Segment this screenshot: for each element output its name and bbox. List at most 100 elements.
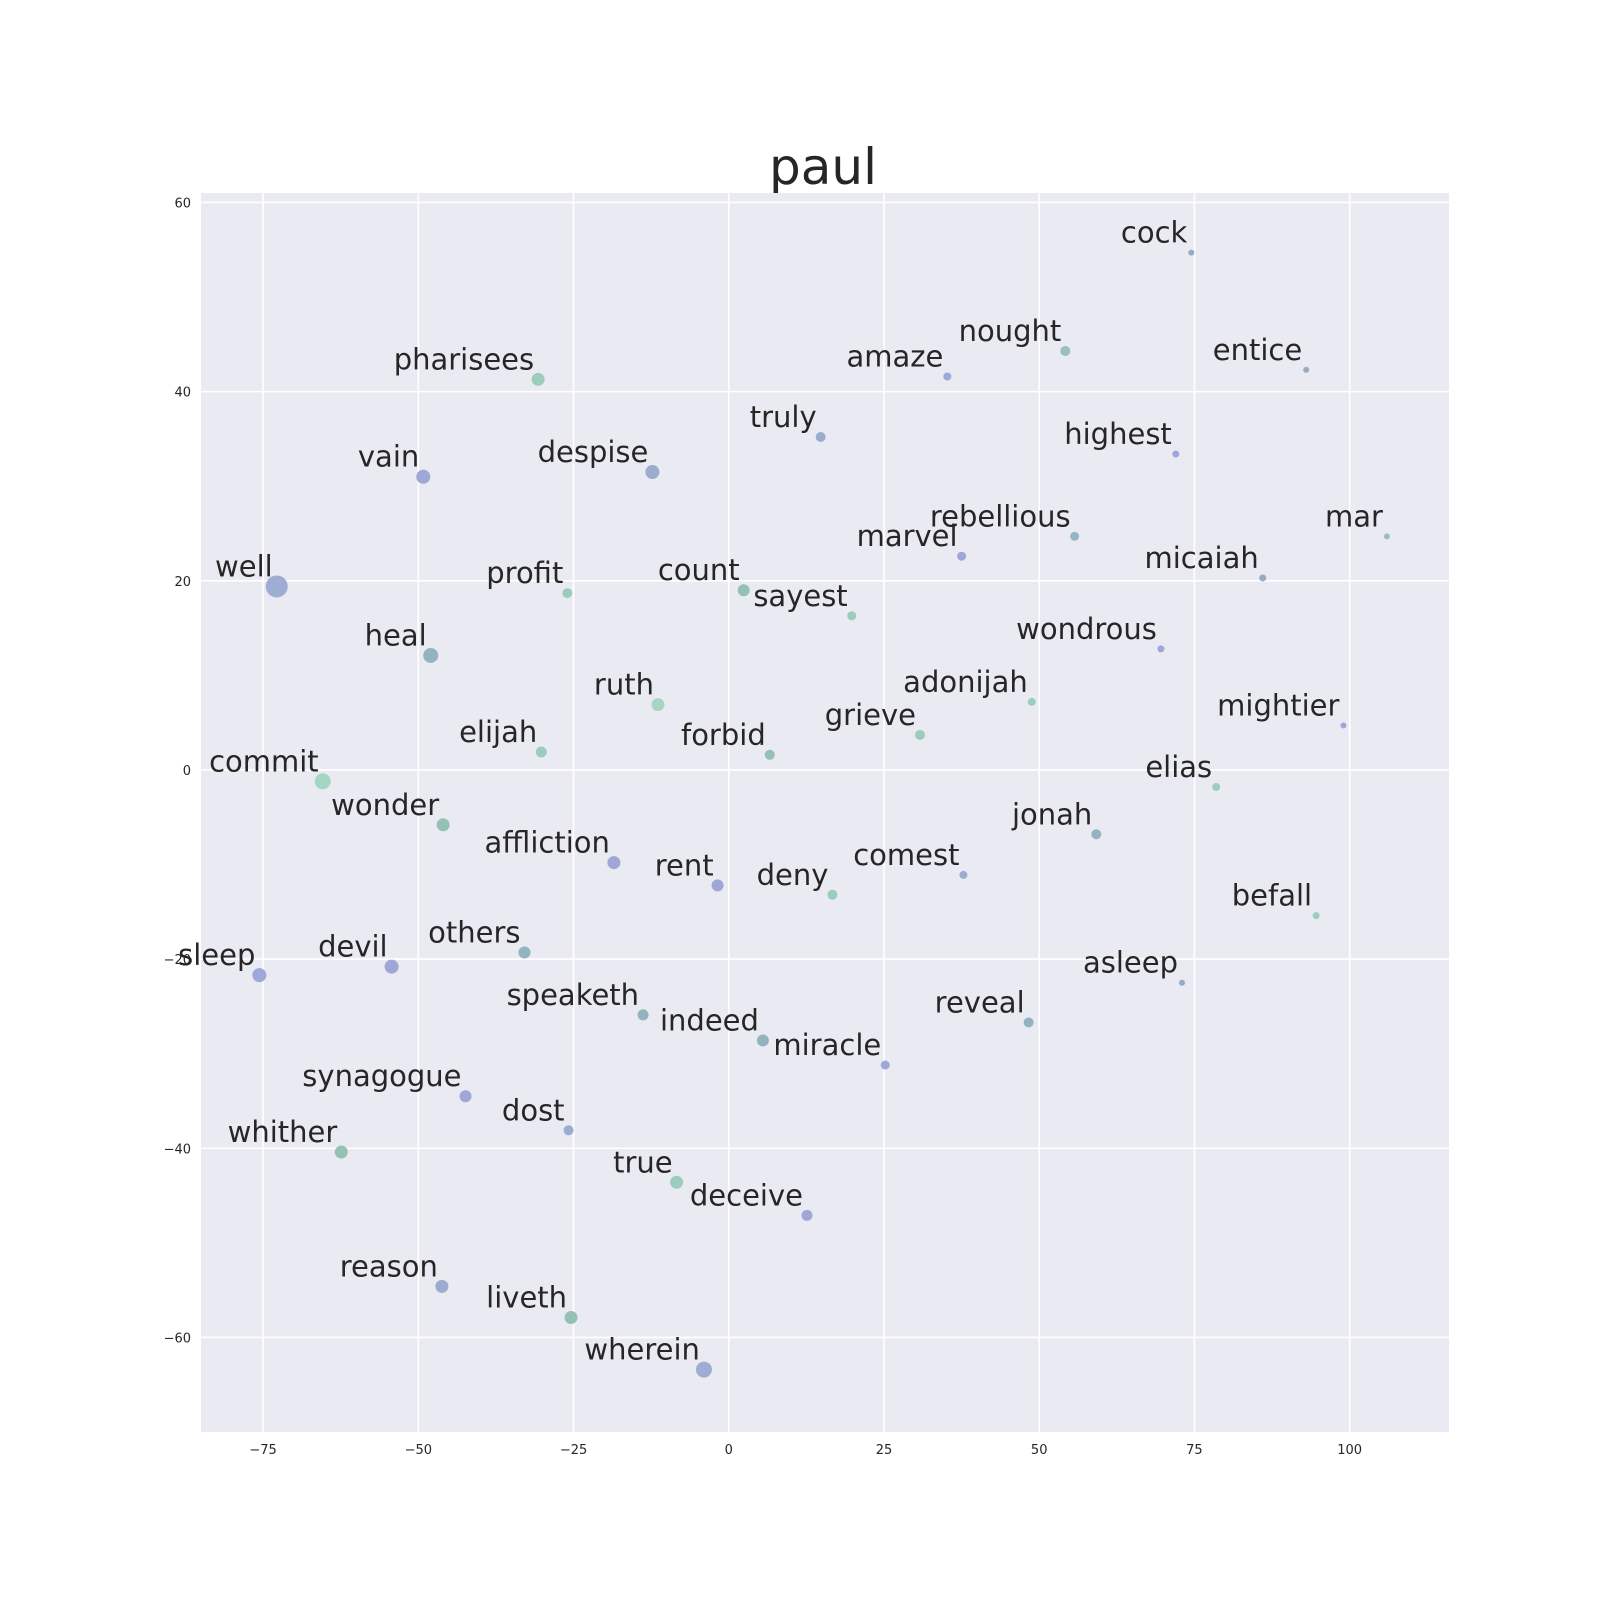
- y-tick-label: 40: [174, 386, 191, 401]
- point-label-forbid: forbid: [681, 718, 766, 752]
- point-label-ruth: ruth: [594, 668, 654, 702]
- data-point-befall: [1312, 912, 1320, 920]
- y-tick-label: 20: [174, 575, 191, 590]
- point-label-micaiah: micaiah: [1144, 541, 1258, 575]
- point-label-dost: dost: [502, 1093, 565, 1127]
- point-label-devil: devil: [318, 930, 388, 964]
- data-point-truly: [815, 432, 826, 443]
- x-tick-label: 50: [1031, 1443, 1048, 1458]
- data-point-adonijah: [1027, 697, 1036, 706]
- data-point-sayest: [847, 611, 857, 621]
- point-label-amaze: amaze: [846, 339, 943, 373]
- point-label-rent: rent: [655, 848, 714, 882]
- data-point-reveal: [1023, 1017, 1034, 1028]
- point-label-mightier: mightier: [1217, 688, 1339, 722]
- data-point-asleep: [1179, 979, 1186, 986]
- data-point-rebellious: [1070, 531, 1080, 541]
- data-point-jonah: [1091, 829, 1102, 840]
- data-point-others: [518, 946, 531, 959]
- data-point-true: [670, 1175, 684, 1189]
- plot-area: [201, 193, 1449, 1432]
- point-label-truly: truly: [750, 400, 817, 434]
- y-tick-label: 60: [174, 196, 191, 211]
- point-label-nought: nought: [959, 314, 1062, 348]
- point-label-indeed: indeed: [660, 1003, 759, 1037]
- data-point-speaketh: [637, 1009, 649, 1021]
- x-tick-label: −75: [249, 1443, 276, 1458]
- data-point-mightier: [1340, 722, 1347, 729]
- x-tick-label: 0: [725, 1443, 733, 1458]
- point-label-speaketh: speaketh: [507, 978, 639, 1012]
- data-point-cock: [1188, 249, 1195, 256]
- point-label-sayest: sayest: [753, 579, 847, 613]
- x-tick-label: 75: [1186, 1443, 1203, 1458]
- data-point-well: [265, 575, 288, 598]
- point-label-sleep: sleep: [178, 938, 255, 972]
- data-point-miracle: [880, 1060, 890, 1070]
- data-point-micaiah: [1259, 574, 1267, 582]
- data-point-deceive: [801, 1209, 813, 1221]
- point-label-deny: deny: [757, 858, 829, 892]
- point-label-well: well: [215, 549, 273, 583]
- data-point-dost: [563, 1125, 574, 1136]
- x-tick-label: 25: [876, 1443, 893, 1458]
- point-label-vain: vain: [358, 440, 419, 474]
- point-label-marvel: marvel: [857, 519, 958, 553]
- data-point-ruth: [651, 698, 665, 712]
- point-label-miracle: miracle: [773, 1028, 881, 1062]
- x-tick-label: 100: [1337, 1443, 1362, 1458]
- point-label-jonah: jonah: [1011, 797, 1092, 831]
- data-point-amaze: [943, 372, 952, 381]
- point-label-entice: entice: [1213, 333, 1302, 367]
- point-label-reason: reason: [340, 1249, 438, 1283]
- data-point-sleep: [252, 968, 267, 983]
- data-point-elias: [1212, 782, 1221, 791]
- data-point-commit: [314, 773, 331, 790]
- data-point-grieve: [914, 729, 925, 740]
- point-label-mar: mar: [1325, 499, 1383, 533]
- data-point-count: [737, 584, 750, 597]
- data-point-liveth: [564, 1311, 578, 1325]
- y-tick-label: 0: [183, 764, 191, 779]
- y-tick-label: −40: [164, 1142, 191, 1157]
- data-point-entice: [1303, 366, 1310, 373]
- point-label-rebellious: rebellious: [930, 499, 1071, 533]
- point-label-profit: profit: [486, 556, 563, 590]
- data-point-comest: [959, 870, 968, 879]
- data-point-nought: [1060, 345, 1071, 356]
- point-label-wherein: wherein: [584, 1333, 700, 1367]
- point-label-elijah: elijah: [459, 715, 537, 749]
- point-label-grieve: grieve: [825, 698, 916, 732]
- y-tick-label: −60: [164, 1331, 191, 1346]
- data-point-pharisees: [531, 372, 545, 386]
- point-label-count: count: [658, 553, 740, 587]
- point-label-pharisees: pharisees: [394, 342, 534, 376]
- data-point-wonder: [436, 818, 450, 832]
- point-label-wonder: wonder: [331, 788, 439, 822]
- data-point-reason: [435, 1279, 449, 1293]
- data-point-vain: [416, 469, 431, 484]
- point-label-adonijah: adonijah: [903, 665, 1028, 699]
- point-labels: cock nought entice amaze pharisees truly highe…: [178, 216, 1383, 1367]
- y-axis-ticks: −60 −40 −20 0 20 40 60: [164, 196, 191, 1346]
- data-point-whither: [334, 1145, 348, 1159]
- data-point-indeed: [756, 1034, 769, 1047]
- data-point-deny: [827, 889, 838, 900]
- data-point-marvel: [957, 551, 967, 561]
- data-point-mar: [1383, 533, 1390, 540]
- point-label-commit: commit: [209, 744, 319, 778]
- data-points: [252, 249, 1390, 1378]
- x-tick-label: −50: [405, 1443, 432, 1458]
- point-label-despise: despise: [538, 435, 649, 469]
- point-label-heal: heal: [365, 618, 427, 652]
- data-point-rent: [711, 879, 724, 892]
- x-tick-label: −25: [560, 1443, 587, 1458]
- point-label-deceive: deceive: [690, 1178, 803, 1212]
- data-point-elijah: [535, 746, 547, 758]
- chart-title: paul: [769, 138, 877, 196]
- point-label-others: others: [428, 915, 520, 949]
- data-point-devil: [384, 959, 399, 974]
- point-label-whither: whither: [228, 1115, 338, 1149]
- data-point-profit: [562, 588, 573, 599]
